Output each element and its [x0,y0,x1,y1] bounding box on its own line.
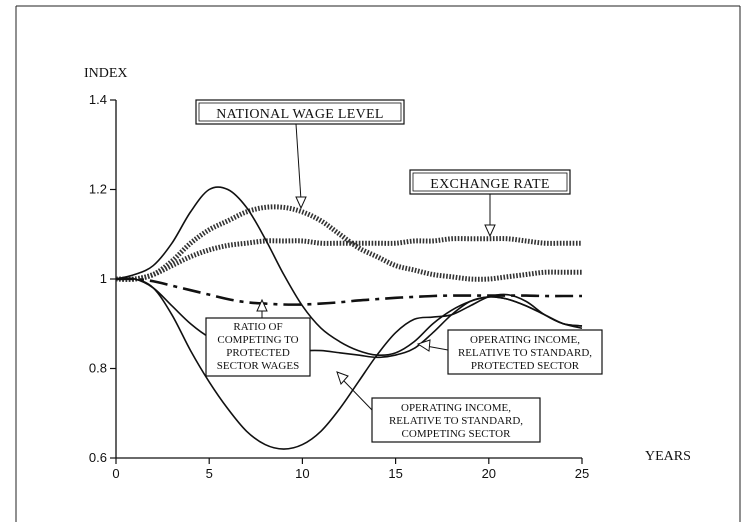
series-line-3 [115,277,582,306]
x-tick-label: 0 [112,466,119,481]
y-axis-title: INDEX [84,66,128,81]
annotation-arrow [336,371,349,385]
x-tick-label: 20 [482,466,496,481]
annotation-exchange-rate: EXCHANGE RATE [409,169,571,238]
axes: 0.6 0.8 1 1.2 1.4 0 5 10 15 20 25 [89,92,589,481]
annotation-label: NATIONAL WAGE LEVEL [216,107,383,122]
y-ticks: 0.6 0.8 1 1.2 1.4 [89,92,116,465]
annotation-line-3: PROTECTED SECTOR [471,360,580,372]
x-axis-title: YEARS [645,449,691,464]
x-tick-label: 25 [575,466,589,481]
annotation-box-inner [412,172,568,192]
annotation-leader [343,380,373,411]
series-line-2 [115,236,582,282]
x-tick-label: 15 [388,466,402,481]
x-ticks: 0 5 10 15 20 25 [112,458,589,481]
annotation-line-1: OPERATING INCOME, [470,334,580,346]
annotation-competing-income: OPERATING INCOME, RELATIVE TO STANDARD, … [336,371,541,443]
annotation-box-inner [198,102,402,122]
y-tick-label: 0.6 [89,450,107,465]
annotation-line-2: RELATIVE TO STANDARD, [458,347,592,359]
annotation-line-1: RATIO OF [233,321,282,333]
annotation-line-4: SECTOR WAGES [217,360,299,372]
y-tick-label: 0.8 [89,361,107,376]
x-tick-label: 10 [295,466,309,481]
x-tick-label: 5 [206,466,213,481]
annotation-box [205,317,311,377]
annotation-line-2: COMPETING TO [217,334,298,346]
series-line-6 [115,186,583,356]
annotation-line-1: OPERATING INCOME, [401,402,511,414]
annotation-ratio-wages: RATIO OF COMPETING TO PROTECTED SECTOR W… [205,298,311,377]
annotation-line-3: PROTECTED [226,347,290,359]
annotation-line-2: RELATIVE TO STANDARD, [389,415,523,427]
annotation-arrow [416,339,431,352]
annotation-national-wage-level: NATIONAL WAGE LEVEL [195,99,405,210]
y-tick-label: 1.2 [89,182,107,197]
series-line-1 [115,204,582,282]
annotation-arrow [256,298,268,312]
series-line-5 [115,277,583,450]
series-layer [115,186,583,450]
annotation-protected-income: OPERATING INCOME, RELATIVE TO STANDARD, … [416,329,603,375]
annotation-box [371,397,541,443]
y-tick-label: 1 [100,271,107,286]
annotation-leader [295,123,302,201]
annotation-box [447,329,603,375]
annotation-arrow [295,196,307,210]
annotation-line-3: COMPETING SECTOR [402,428,512,440]
annotation-arrow [484,224,496,238]
y-tick-label: 1.4 [89,92,107,107]
annotation-label: EXCHANGE RATE [430,177,549,192]
